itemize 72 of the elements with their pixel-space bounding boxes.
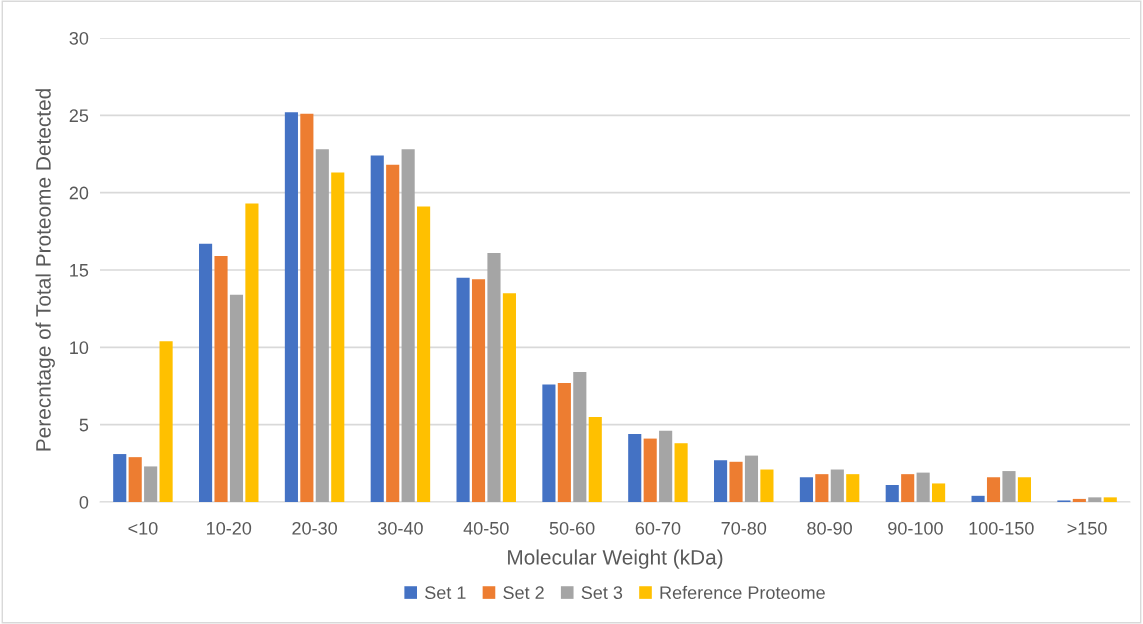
bar: [229, 294, 244, 502]
x-axis-title: Molecular Weight (kDa): [508, 549, 723, 569]
bar: [659, 430, 673, 502]
bar: [487, 252, 501, 502]
bar: [456, 277, 470, 502]
bar: [1002, 471, 1016, 502]
bar: [643, 438, 657, 502]
bar: [729, 461, 743, 502]
bar: [315, 149, 329, 502]
bar: [199, 243, 213, 502]
bar: [846, 474, 860, 502]
bar: [284, 112, 298, 502]
x-tick-label: <10: [128, 521, 158, 535]
bar: [128, 457, 142, 502]
bar: [830, 469, 844, 502]
x-tick-label: 10-20: [207, 521, 252, 535]
bar: [159, 341, 173, 502]
bar: [214, 256, 228, 502]
x-tick-label: 30-40: [378, 521, 423, 535]
y-tick-label: 25: [69, 109, 89, 123]
bar: [370, 155, 384, 502]
bar: [144, 466, 158, 502]
bar: [932, 483, 946, 502]
x-tick-label: 80-90: [807, 521, 852, 535]
bar: [674, 443, 688, 502]
bar: [815, 474, 829, 502]
bar: [1072, 498, 1086, 502]
y-tick-label: 30: [69, 31, 89, 45]
bar: [245, 203, 259, 502]
x-tick-label: 70-80: [721, 521, 767, 535]
bar: [1017, 477, 1031, 502]
legend-label: Set 3: [581, 586, 623, 600]
bar: [916, 472, 930, 502]
bar: [760, 469, 774, 502]
bar: [1088, 497, 1102, 502]
bar: [901, 474, 915, 502]
bar: [986, 477, 1001, 502]
y-tick-label: 0: [79, 495, 89, 509]
bar: [971, 495, 985, 502]
bar: [386, 164, 400, 502]
bar: [401, 149, 415, 502]
bar: [628, 433, 642, 502]
bar: [542, 384, 556, 502]
bar: [557, 382, 571, 502]
bar: [588, 416, 602, 502]
y-tick-label: 10: [70, 341, 89, 355]
x-tick-label: >150: [1067, 521, 1107, 535]
bar: [331, 172, 345, 502]
x-tick-label: 50-60: [549, 521, 595, 535]
x-tick-label: 60-70: [635, 521, 681, 535]
y-tick-label: 15: [70, 264, 89, 277]
x-tick-label: 100-150: [969, 521, 1034, 535]
bar: [885, 484, 899, 502]
legend-label: Set 2: [503, 586, 544, 600]
bar: [113, 454, 127, 502]
bar: [502, 293, 516, 502]
bar: [417, 206, 431, 502]
y-axis-title: Perecntage of Total Proteome Detected: [35, 89, 55, 451]
y-tick-label: 5: [79, 418, 89, 432]
x-tick-label: 90-100: [888, 521, 943, 535]
x-tick-label: 40-50: [463, 521, 509, 535]
bar: [471, 279, 486, 502]
bar: [1103, 497, 1117, 502]
legend-label: Set 1: [425, 586, 466, 600]
legend-label: Reference Proteome: [660, 585, 825, 600]
x-tick-label: 20-30: [292, 521, 337, 535]
bar: [300, 113, 314, 502]
bar: [573, 372, 587, 502]
bar: [714, 460, 728, 502]
bar: [744, 455, 759, 502]
y-tick-label: 20: [69, 186, 89, 200]
bar: [799, 477, 813, 502]
